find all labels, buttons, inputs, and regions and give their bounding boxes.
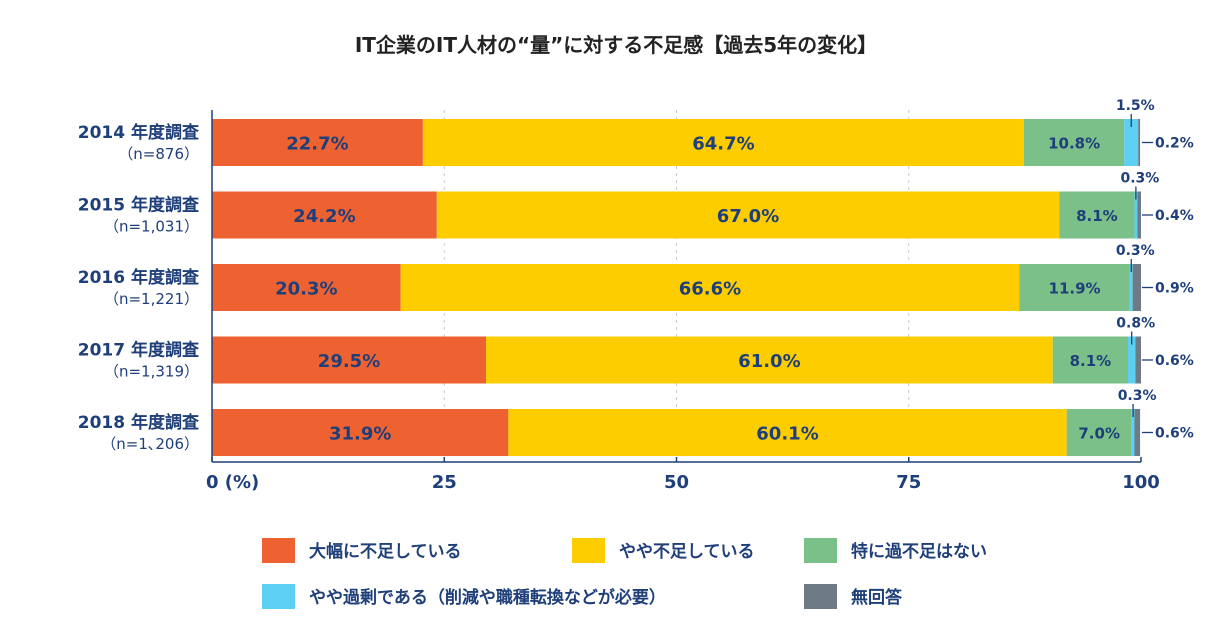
data-label: 1.5% [1116, 98, 1155, 114]
bar-segment [1023, 119, 1125, 166]
data-label: 0.2% [1155, 136, 1194, 152]
category-n-label: （n=1,319） [104, 363, 199, 381]
bar-segment [1052, 336, 1128, 384]
category-label: 2018 年度調査 [78, 412, 200, 433]
bar-segment [212, 336, 487, 384]
data-label: 29.5% [318, 351, 380, 372]
bar-segment [422, 119, 1024, 166]
bar-segment [1137, 191, 1141, 239]
data-label: 0.9% [1155, 281, 1194, 297]
legend-swatch [804, 584, 837, 609]
legend-swatch [572, 538, 605, 563]
bar-segment [1138, 119, 1141, 166]
x-tick-label: 75 [896, 472, 921, 493]
data-label: 0.6% [1155, 353, 1194, 369]
bars [212, 119, 1141, 456]
bar-segment [1059, 191, 1135, 239]
legend-label: 無回答 [851, 587, 903, 608]
bar-segment [1127, 336, 1136, 384]
category-n-label: （n=1,031） [104, 218, 199, 236]
category-label: 2015 年度調査 [78, 195, 200, 216]
axes: 0 (%) 25 50 75 100 [206, 110, 1160, 493]
x-tick-label: 100 [1122, 472, 1160, 493]
bar-segment [1066, 409, 1132, 456]
data-label: 8.1% [1070, 352, 1112, 370]
bar-segment [1135, 336, 1141, 384]
category-label: 2017 年度調査 [78, 340, 200, 361]
data-label: 0.8% [1116, 316, 1155, 332]
bar-segment [508, 409, 1067, 456]
bar-segment [400, 264, 1020, 311]
data-label: 20.3% [275, 279, 337, 300]
chart-title: IT企業のIT人材の“量”に対する不足感【過去5年の変化】 [355, 33, 877, 57]
bar-segment [1134, 409, 1141, 456]
labels: 22.7% 64.7% 10.8% 1.5% 0.2% 2014 年度調査 （n=876） 2… [78, 98, 1194, 453]
data-label: 60.1% [756, 424, 818, 445]
data-label: 0.6% [1155, 426, 1194, 442]
x-tick-label: 25 [432, 472, 457, 493]
data-label: 61.0% [738, 351, 800, 372]
legend-label: 特に過不足はない [851, 541, 987, 562]
bar-segment [1129, 264, 1133, 311]
category-n-label: （n=876） [118, 145, 199, 163]
data-label: 8.1% [1076, 207, 1118, 225]
data-label: 64.7% [692, 134, 754, 155]
bar-segment [1134, 191, 1138, 239]
legend-swatch [262, 584, 295, 609]
bar-segment [1131, 409, 1135, 456]
category-n-label: （n=1,221） [104, 290, 199, 308]
data-label: 0.3% [1120, 171, 1159, 187]
data-label: 22.7% [286, 134, 348, 155]
legend-swatch [804, 538, 837, 563]
bar-segment [436, 191, 1060, 239]
category-label: 2014 年度調査 [78, 122, 200, 143]
bar-segment [1019, 264, 1130, 311]
legend-label: やや不足している [619, 542, 755, 562]
bar-segment [486, 336, 1053, 384]
category-label: 2016 年度調査 [78, 267, 200, 288]
data-label: 67.0% [717, 206, 779, 227]
bar-segment [1124, 119, 1139, 166]
data-label: 0.3% [1118, 388, 1157, 404]
bar-segment [212, 409, 509, 456]
bar-segment [212, 191, 437, 239]
data-label: 31.9% [329, 424, 391, 445]
data-label: 11.9% [1049, 280, 1101, 298]
bar-segment [212, 119, 423, 166]
x-tick-label: 50 [664, 472, 689, 493]
bar-segment [212, 264, 401, 311]
legend-swatch [262, 538, 295, 563]
bar-segment [1132, 264, 1141, 311]
category-n-label: （n=1､206） [101, 435, 199, 453]
legend-label: 大幅に不足している [309, 541, 462, 562]
x-tick-label: 0 (%) [206, 472, 259, 493]
legend-label: やや過剰である（削減や職種転換などが必要） [309, 587, 666, 608]
data-label: 0.3% [1116, 243, 1155, 259]
data-label: 7.0% [1078, 425, 1120, 443]
data-label: 24.2% [293, 206, 355, 227]
data-label: 10.8% [1048, 135, 1100, 153]
data-label: 66.6% [679, 279, 741, 300]
legend: 大幅に不足している やや不足している 特に過不足はないやや過剰である（削減や職種転換… [262, 538, 987, 609]
data-label: 0.4% [1155, 208, 1194, 224]
